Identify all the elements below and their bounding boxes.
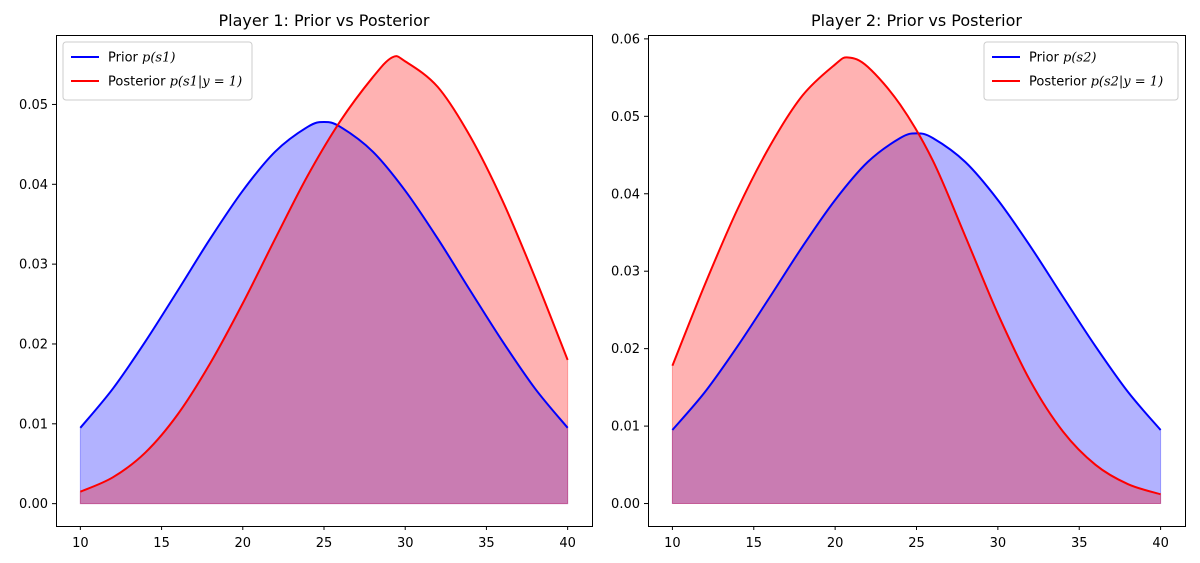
series-line-prior	[79, 121, 569, 429]
x-axis-ticks: 10 15 20 25 30 35 40	[72, 526, 576, 551]
y-tick-label: 0.04	[19, 178, 48, 193]
legend-label: Prior p(s1)	[108, 51, 175, 66]
x-tick-label: 15	[745, 536, 762, 551]
series-lines	[79, 55, 569, 493]
series-line-posterior	[671, 56, 1161, 496]
y-tick-label: 0.04	[611, 187, 640, 202]
y-tick-label: 0.01	[19, 417, 48, 432]
series-line-prior	[671, 132, 1162, 431]
x-tick-label: 30	[990, 536, 1007, 551]
x-tick-label: 10	[664, 536, 681, 551]
y-tick-label: 0.00	[19, 497, 48, 512]
y-tick-label: 0.01	[611, 420, 640, 435]
x-tick-label: 20	[235, 536, 252, 551]
legend-label: Posterior p(s2|y = 1)	[1029, 75, 1163, 90]
legend: Prior p(s1) Posterior p(s1|y = 1)	[62, 41, 253, 101]
x-tick-label: 30	[397, 536, 414, 551]
x-tick-label: 10	[72, 536, 89, 551]
y-axis-ticks: 0.00 0.01 0.02 0.03 0.04 0.05 0.06	[611, 32, 648, 512]
y-tick-label: 0.03	[611, 265, 640, 280]
x-tick-label: 25	[908, 536, 925, 551]
y-tick-label: 0.05	[611, 110, 640, 125]
y-tick-label: 0.02	[19, 337, 48, 352]
chart-title: Player 1: Prior vs Posterior	[219, 11, 430, 30]
legend: Prior p(s2) Posterior p(s2|y = 1)	[983, 41, 1179, 101]
legend-box	[983, 41, 1179, 101]
x-tick-label: 15	[153, 536, 170, 551]
y-axis-ticks: 0.00 0.01 0.02 0.03 0.04 0.05	[19, 98, 56, 512]
series-lines	[671, 56, 1162, 496]
x-axis-ticks: 10 15 20 25 30 35 40	[664, 526, 1169, 551]
y-tick-label: 0.05	[19, 98, 48, 113]
legend-label: Posterior p(s1|y = 1)	[108, 75, 242, 90]
y-tick-label: 0.06	[611, 32, 640, 47]
y-tick-label: 0.00	[611, 497, 640, 512]
x-tick-label: 25	[316, 536, 333, 551]
x-tick-label: 35	[1071, 536, 1088, 551]
player-1-chart: Player 1: Prior vs Posterior 10 15 20 25 30 3…	[19, 11, 593, 551]
x-tick-label: 35	[478, 536, 495, 551]
legend-label: Prior p(s2)	[1029, 51, 1096, 66]
x-tick-label: 20	[827, 536, 844, 551]
y-tick-label: 0.03	[19, 258, 48, 273]
y-tick-label: 0.02	[611, 342, 640, 357]
x-tick-label: 40	[559, 536, 576, 551]
series-line-posterior	[79, 55, 569, 493]
x-tick-label: 40	[1152, 536, 1169, 551]
chart-title: Player 2: Prior vs Posterior	[811, 11, 1022, 30]
legend-box	[62, 41, 253, 101]
player-2-chart: Player 2: Prior vs Posterior 10 15 20 25 30 3…	[611, 11, 1186, 551]
